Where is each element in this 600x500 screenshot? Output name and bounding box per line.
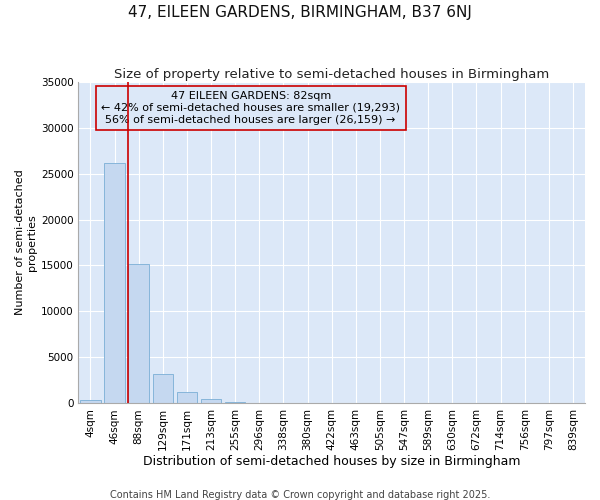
Bar bbox=[201, 399, 221, 404]
Bar bbox=[104, 164, 125, 404]
Y-axis label: Number of semi-detached
properties: Number of semi-detached properties bbox=[15, 170, 37, 316]
Text: 47 EILEEN GARDENS: 82sqm
← 42% of semi-detached houses are smaller (19,293)
56% : 47 EILEEN GARDENS: 82sqm ← 42% of semi-d… bbox=[101, 92, 400, 124]
Text: Contains HM Land Registry data © Crown copyright and database right 2025.: Contains HM Land Registry data © Crown c… bbox=[110, 490, 490, 500]
Bar bbox=[176, 392, 197, 404]
Title: Size of property relative to semi-detached houses in Birmingham: Size of property relative to semi-detach… bbox=[114, 68, 550, 80]
Bar bbox=[128, 264, 149, 404]
Bar bbox=[225, 402, 245, 404]
Bar bbox=[80, 400, 101, 404]
Bar bbox=[152, 374, 173, 404]
X-axis label: Distribution of semi-detached houses by size in Birmingham: Distribution of semi-detached houses by … bbox=[143, 454, 520, 468]
Text: 47, EILEEN GARDENS, BIRMINGHAM, B37 6NJ: 47, EILEEN GARDENS, BIRMINGHAM, B37 6NJ bbox=[128, 5, 472, 20]
